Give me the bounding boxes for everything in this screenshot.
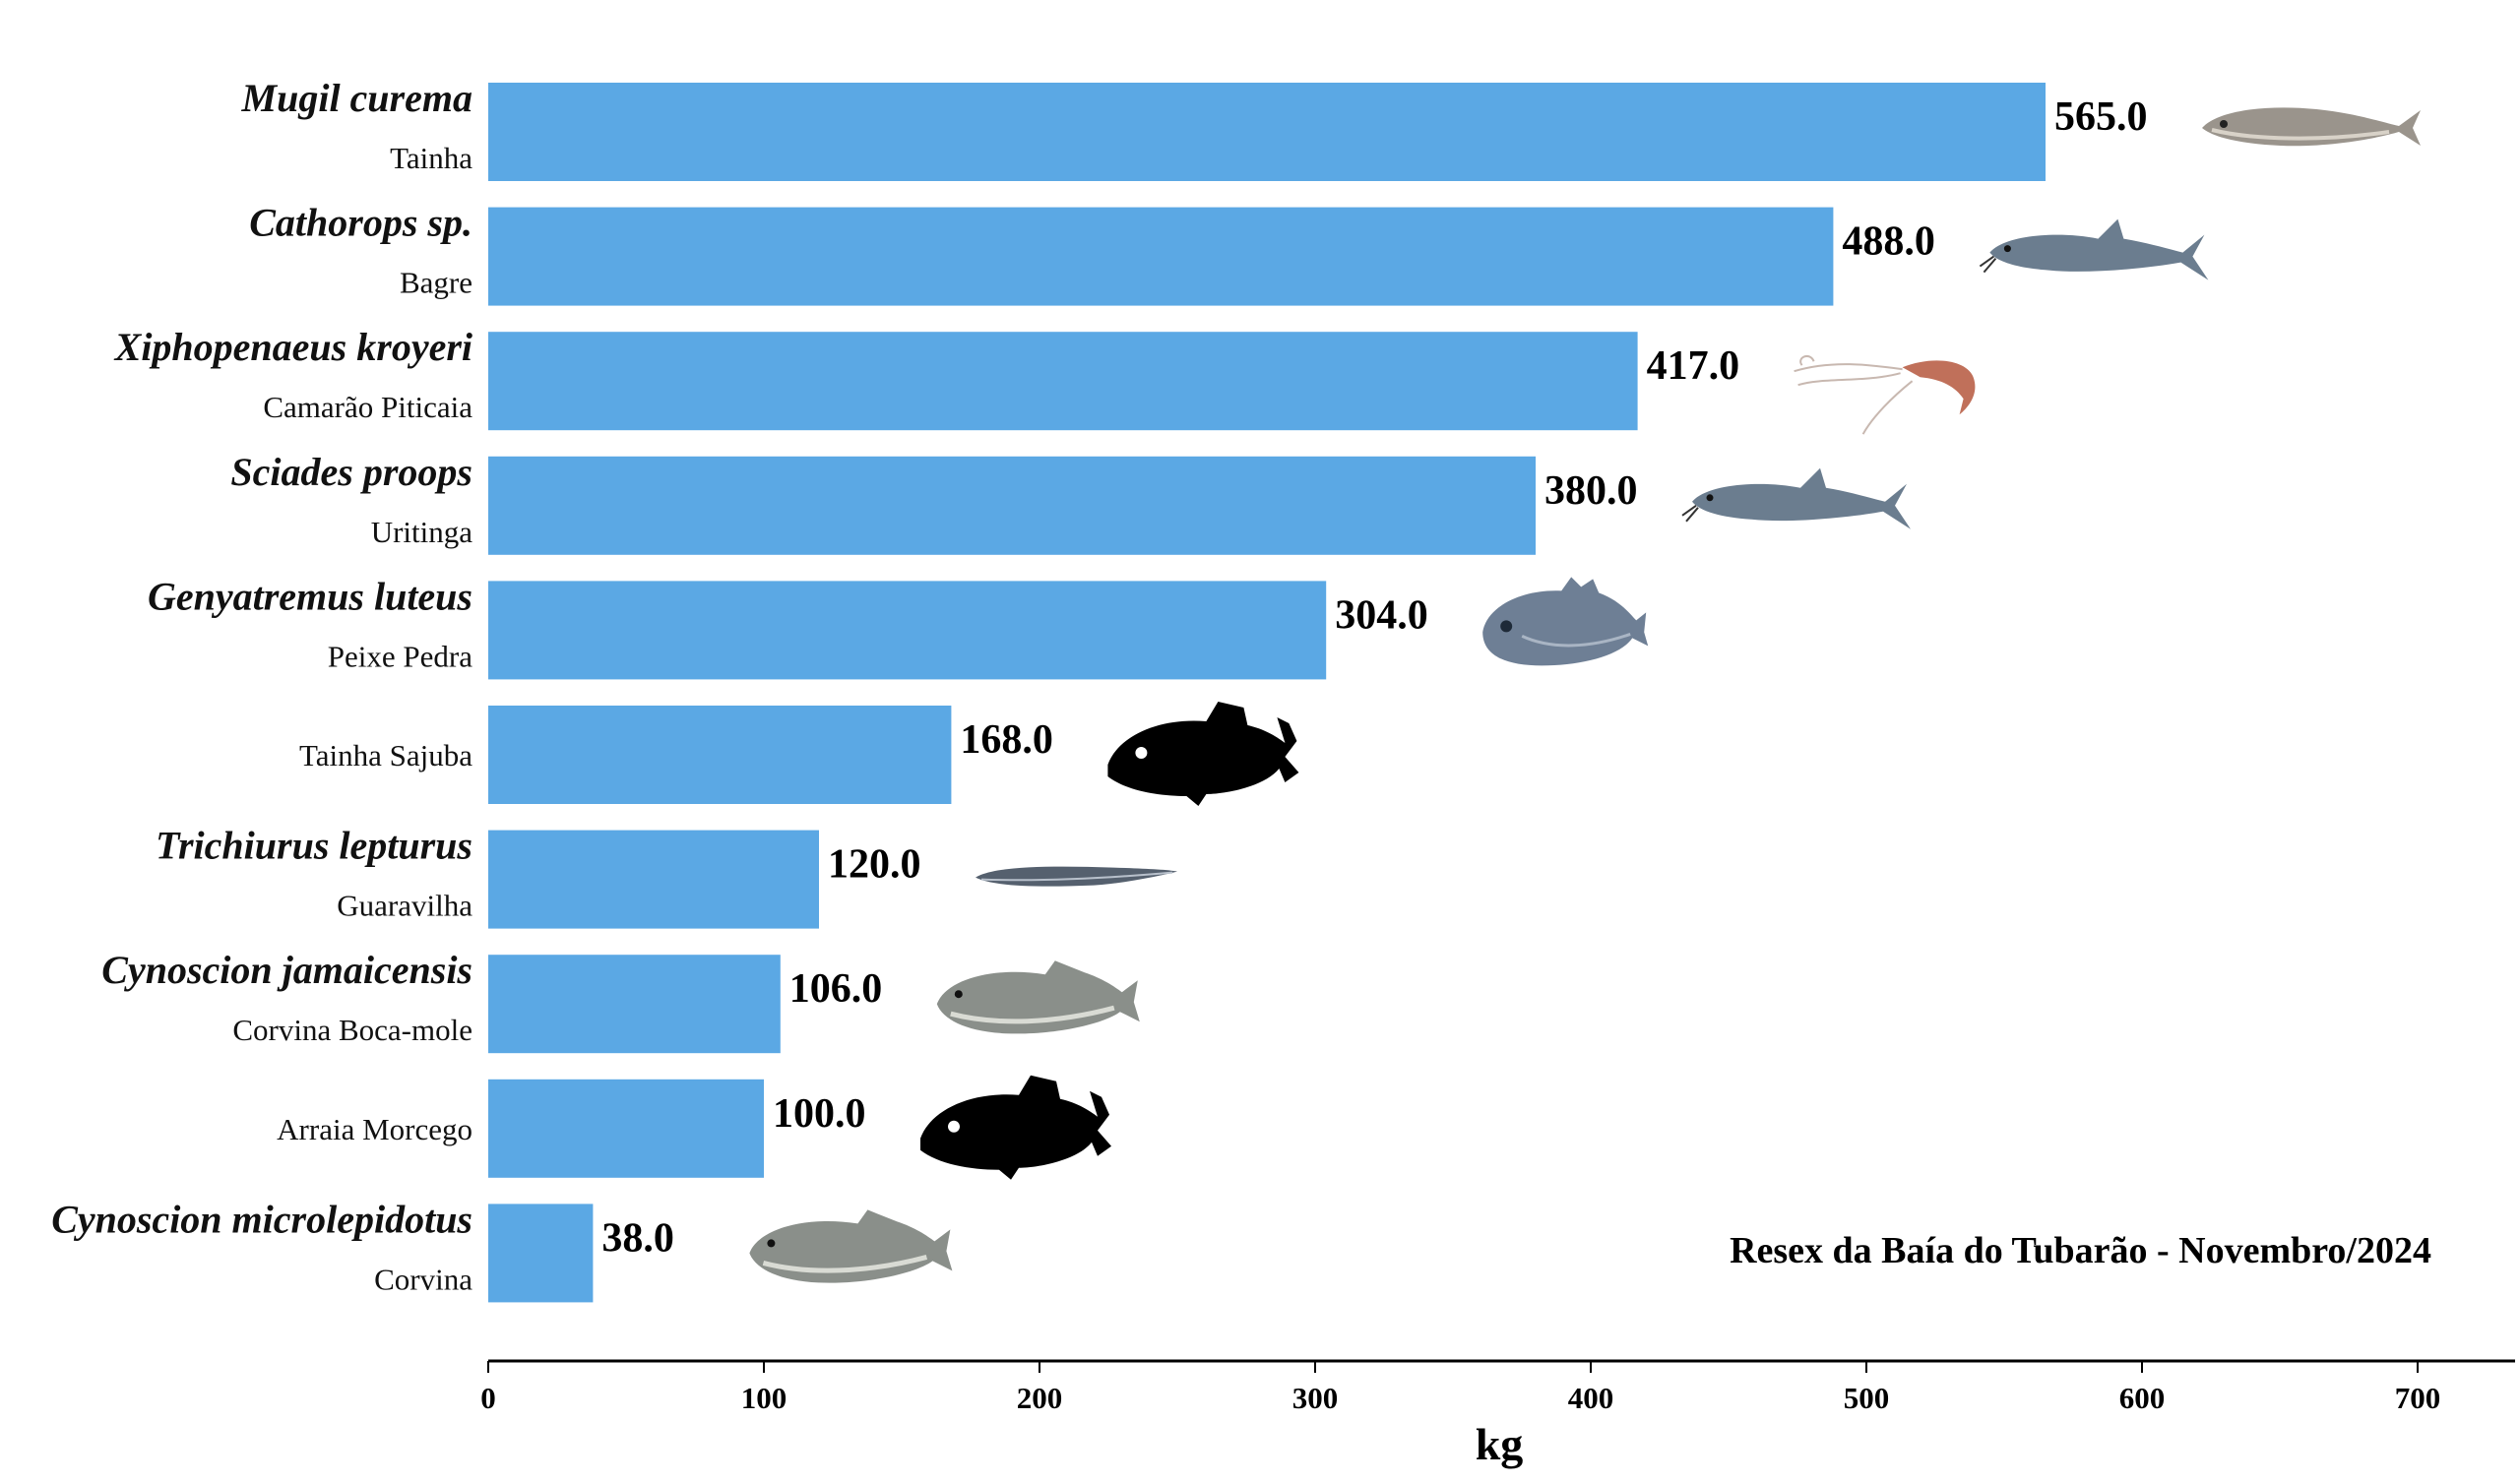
bar-5 [488,581,1327,680]
chart-annotation: Resex da Baía do Tubarão - Novembro/2024 [1730,1230,2431,1271]
value-label: 168.0 [960,717,1053,763]
x-tick-label: 600 [2119,1381,2166,1415]
common-name-label: Peixe Pedra [328,639,472,673]
value-label: 100.0 [773,1091,866,1137]
scientific-name-label: Mugil curema [241,76,472,120]
fish-silhouette-icon [1107,702,1299,806]
weakfish-icon [936,960,1140,1034]
common-name-label: Uritinga [371,515,473,549]
value-label: 304.0 [1335,592,1428,638]
scientific-name-label: Xiphopenaeus kroyeri [113,325,472,369]
shrimp-icon [1794,354,1976,435]
bar-3 [488,332,1638,431]
x-tick-label: 400 [1568,1381,1614,1415]
common-name-label: Camarão Piticaia [263,390,472,424]
cutlassfish-icon [976,866,1177,887]
value-label: 417.0 [1647,343,1740,389]
mullet-fish-icon [2202,107,2421,147]
scientific-name-label: Cathorops sp. [249,201,472,245]
x-tick-label: 200 [1017,1381,1063,1415]
common-name-label: Corvina Boca-mole [232,1013,472,1047]
category-labels: Mugil curema Tainha Cathorops sp. Bagre Xiph… [51,76,472,1296]
scientific-name-label: Trichiurus lepturus [156,824,472,868]
catfish-icon [1979,218,2209,280]
x-axis: 0 100 200 300 400 500 600 700 [480,1359,2515,1415]
x-tick-label: 500 [1844,1381,1890,1415]
x-tick-label: 300 [1292,1381,1339,1415]
scientific-name-label: Sciades proops [230,450,472,494]
species-icons [749,107,2421,1283]
x-axis-title: kg [1476,1419,1524,1469]
value-label: 120.0 [828,842,921,888]
value-labels: 565.0 488.0 417.0 380.0 304.0 168.0 120.0 106.0… [601,94,2147,1261]
bar-10 [488,1204,594,1303]
scientific-name-label: Genyatremus luteus [148,574,472,618]
value-label: 38.0 [601,1215,674,1261]
value-label: 380.0 [1544,468,1638,514]
bar-8 [488,955,781,1054]
value-label: 565.0 [2054,94,2148,140]
bar-9 [488,1079,764,1178]
common-name-label: Arraia Morcego [277,1112,472,1146]
bar-4 [488,456,1536,555]
scientific-name-label: Cynoscion jamaicensis [101,948,472,992]
bar-2 [488,207,1834,306]
x-tick-label: 700 [2395,1381,2441,1415]
x-tick-label: 0 [480,1381,496,1415]
weakfish-icon [749,1209,953,1283]
common-name-label: Bagre [400,266,472,300]
bar-6 [488,706,952,804]
bars-layer [488,83,2046,1303]
bar-7 [488,830,819,929]
fish-silhouette-icon [920,1075,1111,1180]
catfish-icon [1681,467,1911,529]
value-label: 488.0 [1842,219,1935,265]
common-name-label: Corvina [374,1262,472,1296]
scientific-name-label: Cynoscion microlepidotus [51,1197,472,1241]
grunt-fish-icon [1482,577,1649,666]
common-name-label: Guaravilha [337,889,472,923]
bar-1 [488,83,2046,181]
common-name-label: Tainha [390,141,472,175]
x-tick-label: 100 [741,1381,788,1415]
value-label: 106.0 [789,966,883,1012]
common-name-label: Tainha Sajuba [299,738,472,772]
